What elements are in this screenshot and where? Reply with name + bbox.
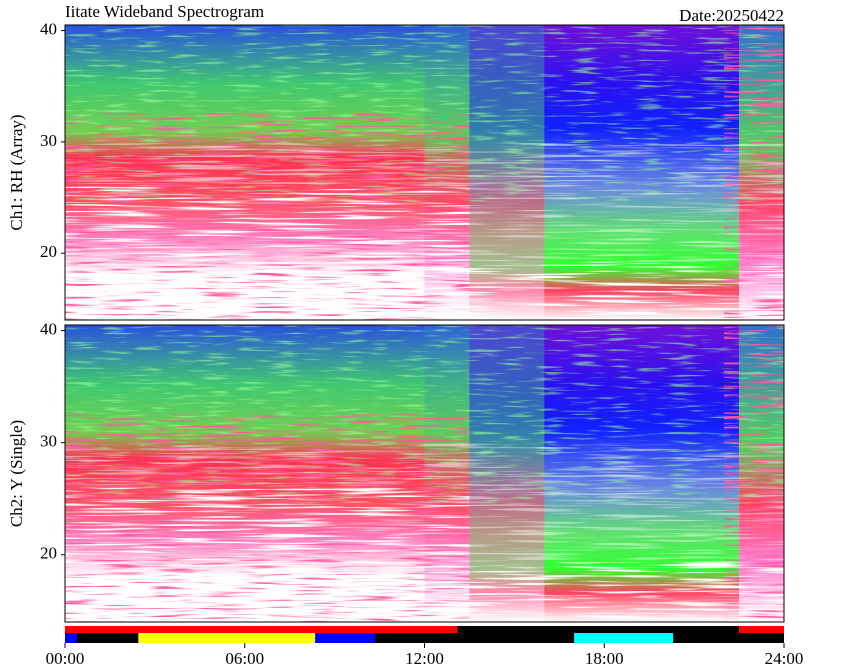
x-tick-label: 12:00 <box>405 649 444 668</box>
panel-frame <box>64 24 785 321</box>
y-axis-label: Ch1: RH (Array) <box>7 114 26 230</box>
y-axis-label: Ch2: Y (Single) <box>7 420 26 527</box>
status-segment <box>673 633 784 643</box>
speckle <box>65 443 784 622</box>
speckle <box>65 143 784 320</box>
y-tick-label: 40 <box>40 19 57 38</box>
status-segment <box>457 626 740 633</box>
y-tick-label: 20 <box>40 242 57 261</box>
status-segment <box>739 626 784 633</box>
chart-title: Iitate Wideband Spectrogram <box>65 2 264 21</box>
spectrogram-image <box>65 25 784 320</box>
x-tick-label: 06:00 <box>225 649 264 668</box>
status-segment <box>375 633 575 643</box>
y-tick-label: 30 <box>40 432 57 451</box>
status-segment <box>65 633 77 643</box>
spectrogram-image <box>65 325 784 622</box>
y-tick-label: 20 <box>40 544 57 563</box>
x-tick-label: 00:00 <box>46 649 85 668</box>
status-segment <box>65 626 458 633</box>
status-segment <box>76 633 139 643</box>
date-label: Date:20250422 <box>679 6 784 25</box>
status-segment <box>574 633 674 643</box>
panel-frame <box>64 324 785 623</box>
status-segment <box>138 633 316 643</box>
status-segment <box>315 633 376 643</box>
x-tick-label: 24:00 <box>765 649 804 668</box>
y-tick-label: 40 <box>40 320 57 339</box>
y-tick-label: 30 <box>40 131 57 150</box>
x-tick-label: 18:00 <box>585 649 624 668</box>
